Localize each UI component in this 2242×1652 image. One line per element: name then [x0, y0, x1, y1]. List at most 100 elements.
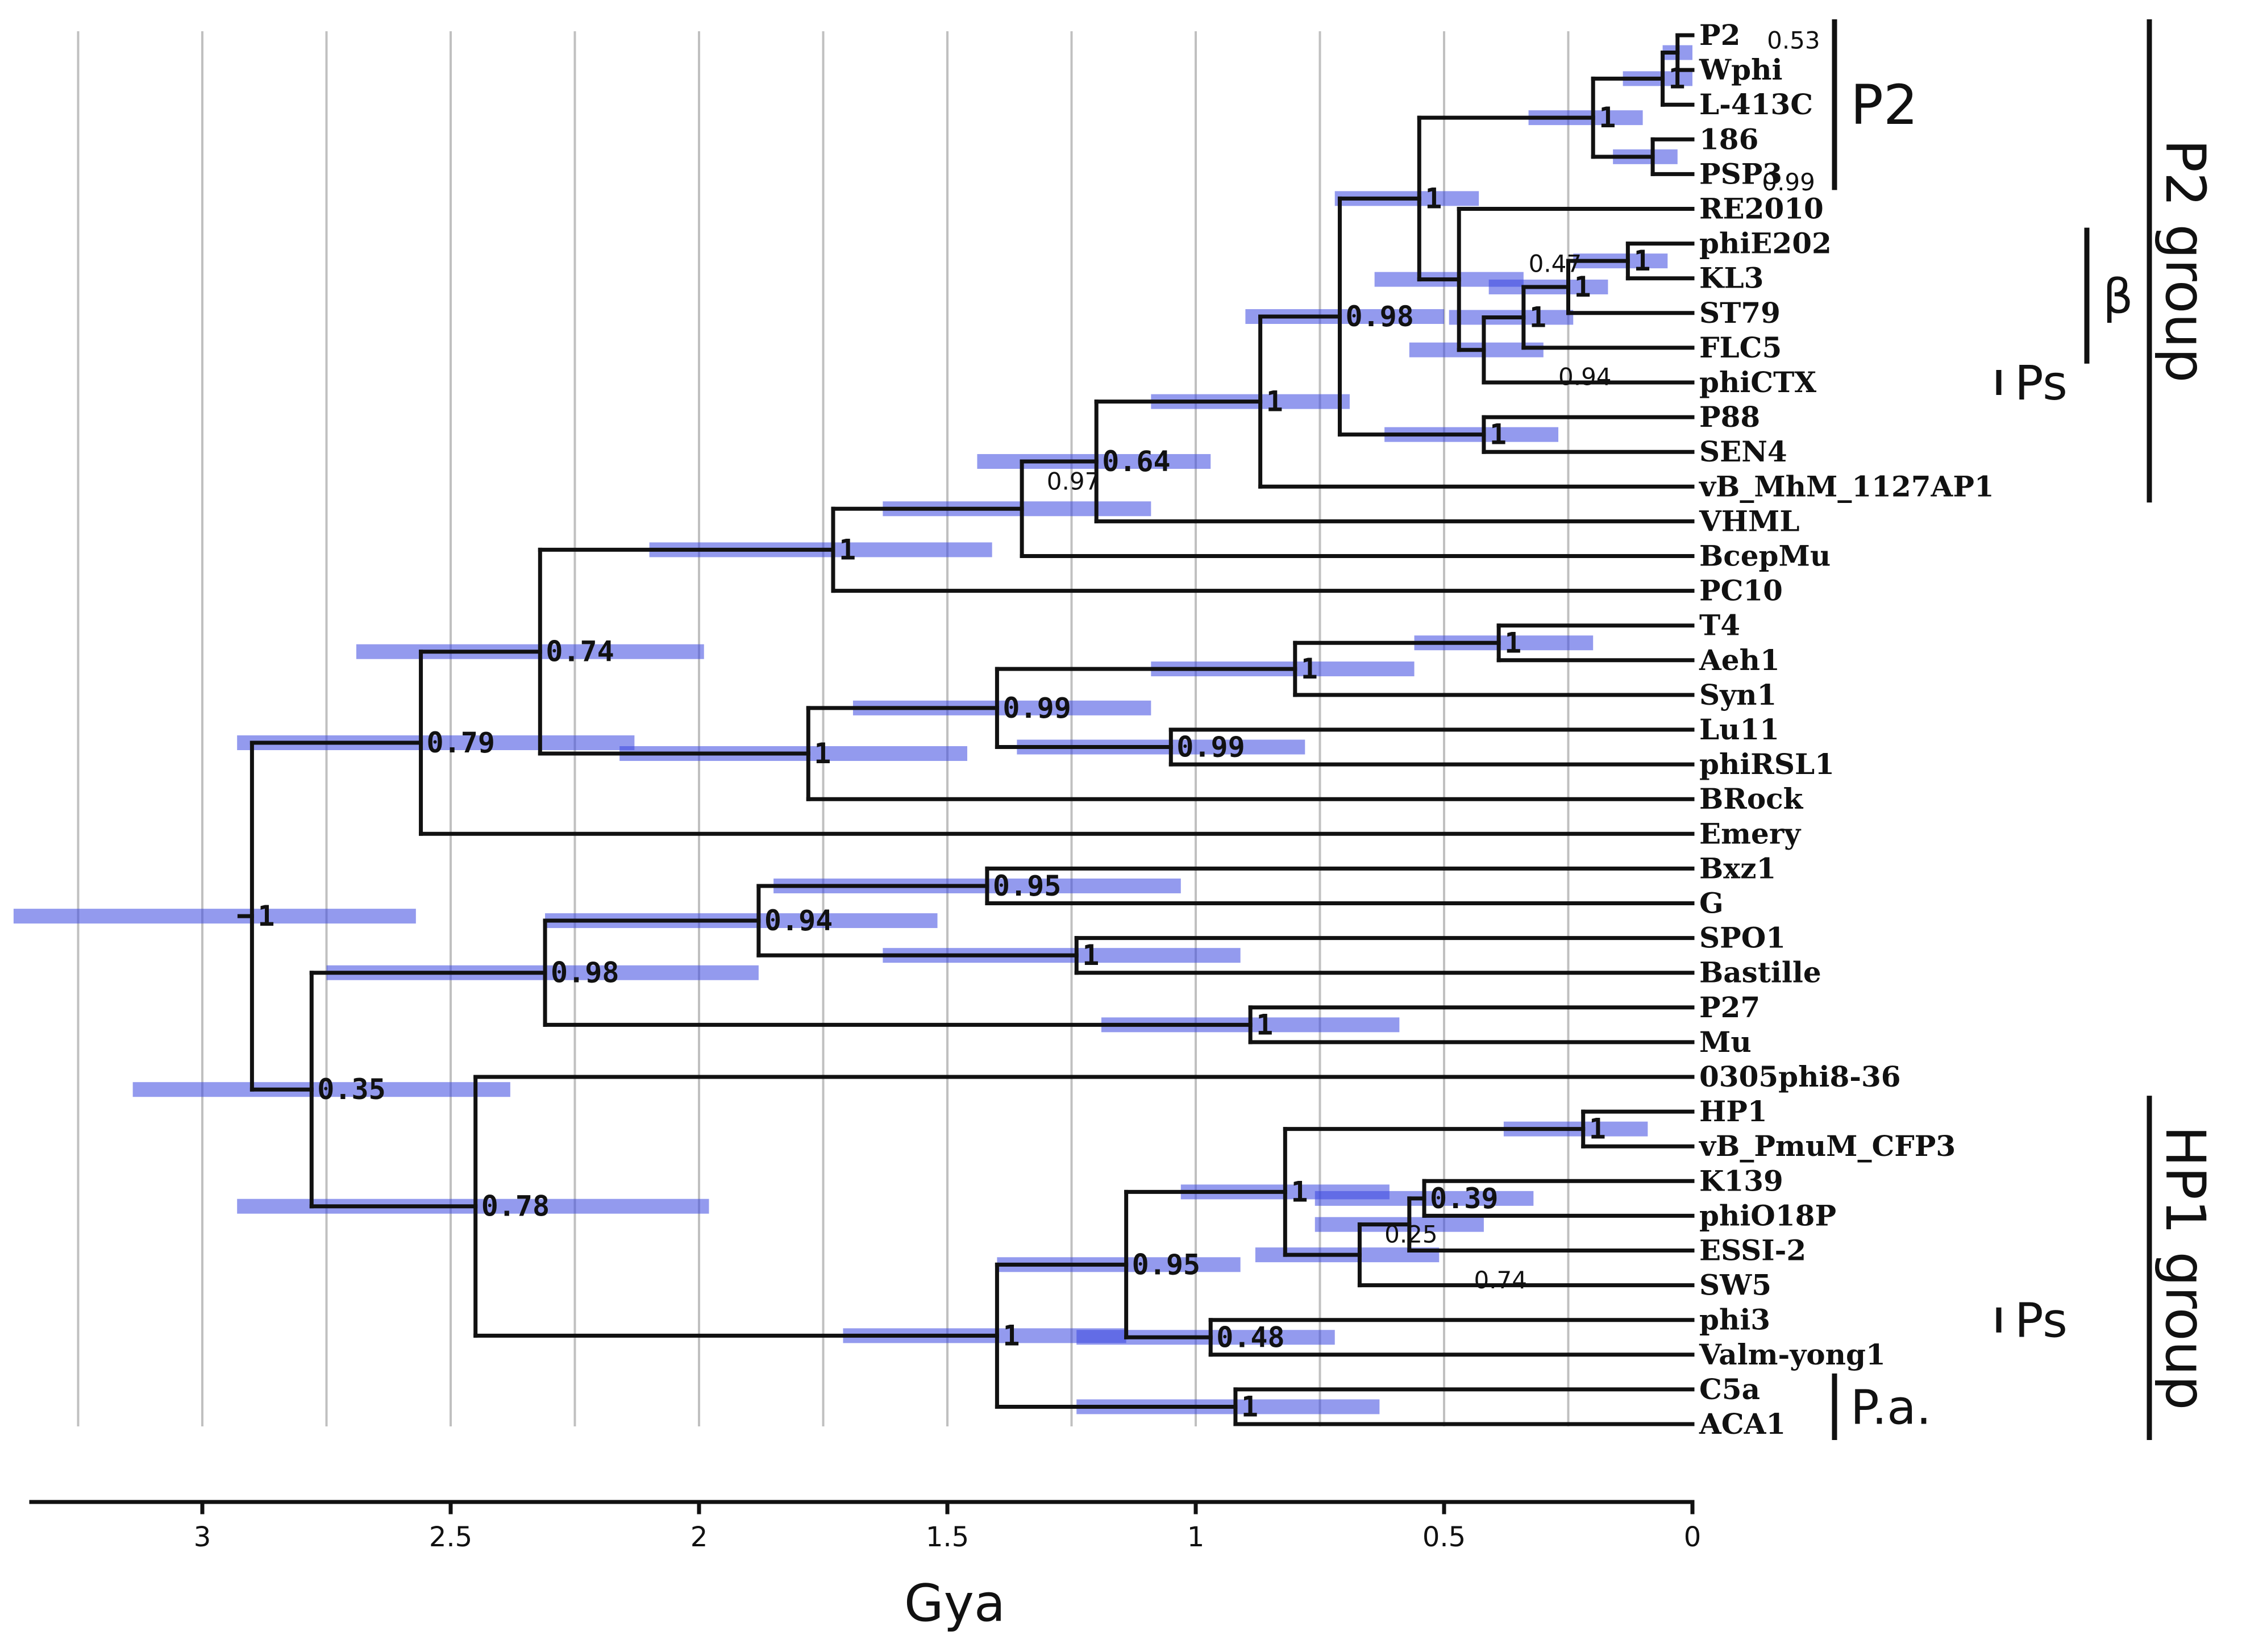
axis-tick-label: 1: [1187, 1521, 1205, 1553]
support-value-n_vhml: 0.64: [1102, 445, 1170, 478]
clade-label-HP1group: HP1 group: [2153, 1126, 2217, 1410]
support-value-n_syn: 1: [1301, 652, 1318, 685]
tip-label-syn1: Syn1: [1699, 678, 1777, 711]
tip-label-l-413c: L-413C: [1699, 88, 1813, 121]
tip-label-essi-2: ESSI-2: [1699, 1234, 1806, 1267]
support-value-n_c5a: 1: [1241, 1390, 1258, 1423]
support-value-n_p88b: 0.98: [1345, 300, 1413, 333]
support-value-n_p2: 1: [1599, 101, 1616, 134]
tip-label-p2: P2: [1699, 18, 1740, 52]
tip-label-vb-pmum-cfp3: vB_PmuM_CFP3: [1699, 1129, 1956, 1163]
tip-label-p27: P27: [1699, 991, 1760, 1024]
support-value-n_098: 0.98: [551, 956, 619, 989]
tip-label-lu11: Lu11: [1699, 713, 1779, 746]
axis-tick-label: 3: [194, 1521, 211, 1553]
tip-label-bxz1: Bxz1: [1699, 851, 1776, 885]
tip-label-pc10: PC10: [1699, 574, 1783, 607]
tip-label-vhml: VHML: [1699, 504, 1800, 538]
tip-label-sw5: SW5: [1699, 1268, 1771, 1302]
support-value-n_074: 0.74: [546, 635, 614, 668]
tip-label-spo1: SPO1: [1699, 921, 1786, 955]
tip-label-kl3: KL3: [1699, 261, 1763, 295]
tip-label-t4: T4: [1699, 609, 1740, 642]
gridlines: [77, 31, 1570, 1426]
axis-tick-label: 1.5: [926, 1521, 969, 1553]
hpd-bar-n_035: [132, 1082, 510, 1097]
tip-label-aca1: ACA1: [1699, 1407, 1786, 1441]
axis-tick-label: 2.5: [429, 1521, 472, 1553]
support-value-n_brock: 1: [814, 737, 831, 770]
support-value-n_essi: 0.25: [1384, 1221, 1438, 1249]
support-value-n_ctx: 0.94: [1558, 363, 1612, 391]
support-value-n_lu: 0.99: [1176, 731, 1245, 764]
support-value-n_mhm: 1: [1266, 385, 1283, 418]
support-value-n_hp1root: 1: [1003, 1319, 1020, 1352]
support-value-n_phi3: 0.48: [1216, 1321, 1284, 1354]
tip-label-phi3: phi3: [1699, 1303, 1770, 1337]
tip-label-wphi: Wphi: [1699, 53, 1782, 86]
support-value-n_p88: 1: [1490, 418, 1507, 451]
tip-label-g: G: [1699, 887, 1724, 920]
tip-label-phie202: phiE202: [1699, 227, 1832, 260]
tip-label-flc5: FLC5: [1699, 331, 1782, 364]
support-value-n_k139: 0.39: [1430, 1182, 1498, 1215]
tip-label-p88: P88: [1699, 400, 1760, 434]
tip-label-186: 186: [1699, 122, 1758, 156]
support-value-n_hp1b: 1: [1291, 1175, 1308, 1208]
tip-label-aeh1: Aeh1: [1699, 643, 1780, 677]
tip-label-c5a: C5a: [1699, 1372, 1760, 1406]
tip-label-phirsl1: phiRSL1: [1699, 747, 1835, 781]
tip-label-emery: Emery: [1699, 817, 1802, 850]
support-value-n_p2re: 1: [1425, 182, 1442, 215]
tip-label-hp1: HP1: [1699, 1095, 1767, 1128]
axis-tick-label: 0: [1684, 1521, 1702, 1553]
tip-label-re2010: RE2010: [1699, 192, 1824, 226]
support-value-n_t4: 1: [1504, 626, 1521, 659]
clade-annotations: P2 β Ps P2 group HP1 group Ps P.a.: [1832, 19, 2217, 1440]
axis-tick-label: 0.5: [1422, 1521, 1466, 1553]
axis-tick-label: 2: [691, 1521, 708, 1553]
time-axis: Gya 3 2.5 2 1.5 1 0.5 0: [29, 1500, 1702, 1633]
clade-label-P2group: P2 group: [2153, 139, 2217, 382]
clade-label-ps-bottom: Ps: [2015, 1293, 2068, 1349]
tip-label-0305phi8-36: 0305phi8-36: [1699, 1060, 1901, 1093]
clade-label-P2-inner: P2: [1850, 73, 1918, 137]
clade-label-ps-top: Ps: [2015, 355, 2068, 411]
support-value-n_p2wl: 1: [1669, 62, 1686, 95]
support-value-n_flc5: 1: [1529, 301, 1546, 334]
branches: [237, 33, 1695, 1426]
support-values: 0.5310.9911110.940.47110.9810.640.971110…: [257, 27, 1820, 1424]
tip-label-psp3: PSP3: [1699, 157, 1782, 190]
support-value-n_re: 0.47: [1529, 250, 1582, 278]
tip-label-phio18p: phiO18P: [1699, 1199, 1836, 1232]
tip-label-bcepmu: BcepMu: [1699, 539, 1831, 573]
tip-label-mu: Mu: [1699, 1025, 1752, 1059]
support-value-n_079: 0.79: [427, 726, 495, 759]
tip-label-st79: ST79: [1699, 296, 1781, 330]
support-value-n_st79: 1: [1574, 271, 1591, 303]
tip-label-bastille: Bastille: [1699, 956, 1821, 989]
support-value-n_078: 0.78: [481, 1190, 550, 1223]
tip-label-k139: K139: [1699, 1164, 1783, 1197]
support-value-n_sw5: 0.74: [1474, 1266, 1527, 1294]
support-value-n_mu: 1: [1256, 1008, 1273, 1041]
support-value-n_spo: 1: [1082, 939, 1099, 972]
tip-label-brock: BRock: [1699, 782, 1804, 815]
support-value-n_p2w: 0.53: [1767, 27, 1820, 55]
tip-label-sen4: SEN4: [1699, 435, 1787, 468]
support-value-n_bxz: 0.95: [993, 869, 1061, 902]
tip-label-phictx: phiCTX: [1699, 365, 1816, 399]
hpd-bar-n_root: [13, 909, 416, 924]
clade-label-pa: P.a.: [1850, 1379, 1931, 1435]
clade-label-beta: β: [2103, 268, 2133, 324]
support-value-n_186: 0.99: [1762, 168, 1815, 196]
support-value-n_pc10: 1: [839, 533, 856, 566]
support-value-n_035: 0.35: [317, 1073, 385, 1106]
support-value-n_094: 0.94: [764, 904, 833, 937]
support-value-n_bcep: 0.97: [1047, 467, 1100, 495]
tip-labels: P2WphiL-413C186PSP3RE2010phiE202KL3ST79F…: [1699, 18, 1994, 1441]
axis-title: Gya: [904, 1574, 1005, 1633]
tip-label-valm-yong1: Valm-yong1: [1699, 1338, 1886, 1371]
support-value-n_e202: 1: [1633, 244, 1650, 277]
